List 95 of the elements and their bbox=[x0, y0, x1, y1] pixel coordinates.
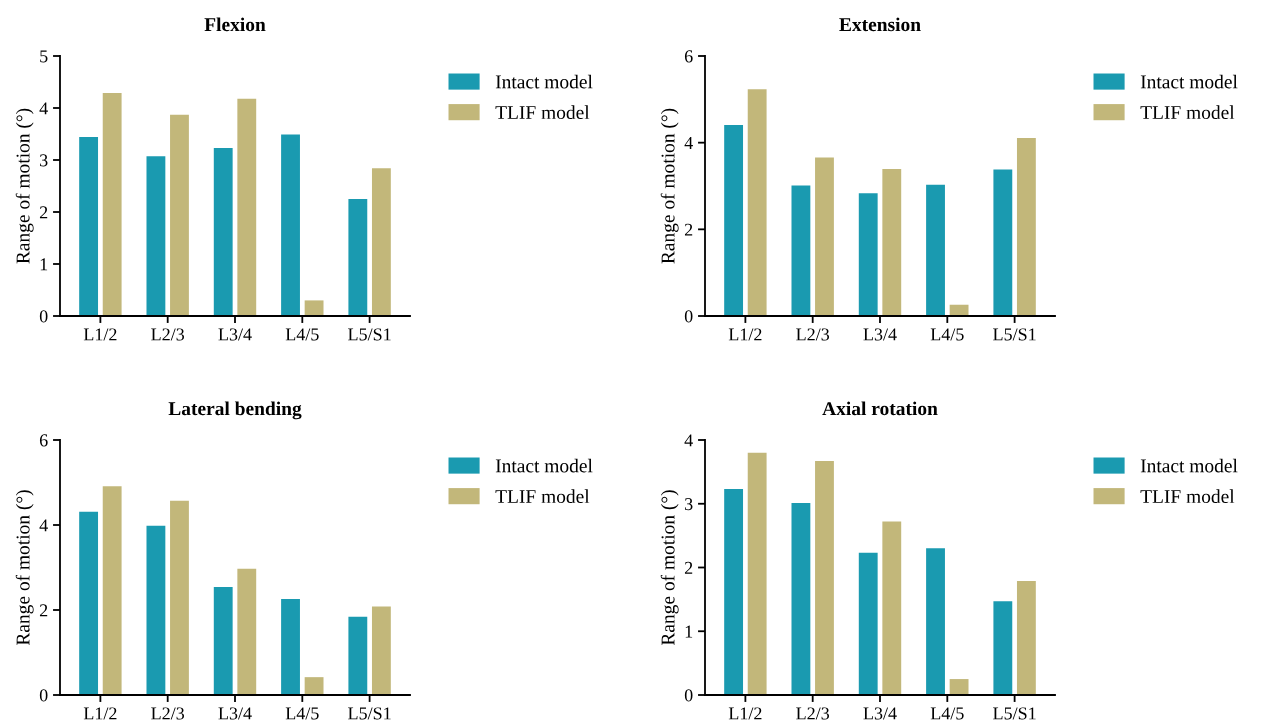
bar bbox=[348, 199, 368, 316]
y-axis-title: Range of motion (°) bbox=[15, 490, 34, 646]
bar bbox=[747, 452, 767, 695]
bar bbox=[1016, 580, 1036, 695]
bar bbox=[858, 552, 878, 695]
legend-label: Intact model bbox=[1140, 74, 1238, 89]
bar bbox=[791, 185, 811, 316]
x-tick-label: L5/S1 bbox=[993, 707, 1036, 720]
bar bbox=[724, 489, 744, 695]
y-tick-label: 2 bbox=[684, 223, 693, 236]
bar bbox=[815, 461, 834, 695]
bar bbox=[926, 548, 945, 695]
y-axis-title: Range of motion (°) bbox=[15, 108, 34, 264]
y-tick-label: 0 bbox=[39, 689, 48, 702]
bar bbox=[304, 300, 324, 316]
y-tick-label: 0 bbox=[39, 310, 48, 323]
bar bbox=[882, 521, 902, 695]
bar bbox=[371, 168, 391, 316]
y-tick-label: 2 bbox=[39, 206, 48, 219]
legend-label: TLIF model bbox=[1140, 489, 1235, 504]
bar bbox=[170, 500, 189, 695]
legend-label: Intact model bbox=[1140, 458, 1238, 473]
x-tick-label: L2/3 bbox=[796, 328, 830, 341]
x-tick-label: L2/3 bbox=[151, 328, 185, 341]
bar bbox=[747, 89, 767, 316]
y-tick-label: 2 bbox=[39, 604, 48, 617]
x-tick-label: L5/S1 bbox=[348, 707, 391, 720]
bar bbox=[1016, 137, 1036, 316]
chart-title: Axial rotation bbox=[822, 401, 938, 416]
bar bbox=[281, 598, 300, 695]
x-tick-label: L2/3 bbox=[151, 707, 185, 720]
bar bbox=[237, 98, 257, 316]
y-tick-label: 3 bbox=[685, 498, 693, 511]
x-tick-label: L3/4 bbox=[863, 707, 897, 720]
y-tick-label: 0 bbox=[684, 689, 693, 702]
legend-label: TLIF model bbox=[1140, 105, 1235, 120]
bar bbox=[213, 148, 233, 316]
legend-label: TLIF model bbox=[495, 105, 590, 120]
legend-label: Intact model bbox=[495, 458, 593, 473]
x-tick-label: L2/3 bbox=[796, 707, 830, 720]
x-tick-label: L5/S1 bbox=[348, 328, 391, 341]
bar bbox=[170, 114, 189, 316]
legend-label: Intact model bbox=[495, 74, 593, 89]
x-tick-label: L4/5 bbox=[930, 328, 964, 341]
bar bbox=[993, 601, 1013, 695]
bar bbox=[237, 568, 257, 695]
chart-title: Flexion bbox=[204, 17, 266, 32]
bar bbox=[815, 157, 834, 316]
y-tick-label: 6 bbox=[39, 434, 48, 447]
x-tick-label: L3/4 bbox=[218, 707, 252, 720]
bar bbox=[949, 679, 969, 695]
chart-title: Extension bbox=[839, 17, 921, 32]
x-tick-label: L4/5 bbox=[930, 707, 964, 720]
x-tick-label: L4/5 bbox=[285, 707, 319, 720]
bar bbox=[949, 304, 969, 316]
bar bbox=[79, 511, 99, 695]
x-tick-label: L4/5 bbox=[285, 328, 319, 341]
bar bbox=[882, 169, 902, 316]
bar bbox=[791, 503, 811, 695]
bar bbox=[926, 184, 945, 316]
x-tick-label: L3/4 bbox=[863, 328, 897, 341]
bar bbox=[858, 193, 878, 316]
bar bbox=[79, 137, 99, 316]
x-tick-label: L1/2 bbox=[83, 707, 117, 720]
bar bbox=[213, 587, 233, 695]
y-tick-label: 4 bbox=[684, 434, 693, 447]
bar bbox=[304, 677, 324, 695]
y-tick-label: 4 bbox=[684, 137, 693, 149]
y-tick-label: 5 bbox=[40, 50, 48, 63]
y-tick-label: 1 bbox=[40, 258, 48, 271]
legend-label: TLIF model bbox=[495, 489, 590, 504]
y-tick-label: 4 bbox=[39, 519, 48, 532]
y-axis-title: Range of motion (°) bbox=[660, 490, 679, 646]
y-tick-label: 0 bbox=[684, 310, 693, 323]
bar bbox=[993, 169, 1013, 316]
y-tick-label: 4 bbox=[39, 102, 48, 115]
bar bbox=[146, 156, 166, 316]
bar bbox=[281, 134, 300, 316]
y-tick-label: 3 bbox=[40, 154, 48, 167]
x-tick-label: L1/2 bbox=[728, 707, 762, 720]
bar bbox=[102, 92, 122, 316]
bar bbox=[371, 606, 391, 695]
bar bbox=[724, 124, 744, 316]
y-axis-title: Range of motion (°) bbox=[660, 108, 679, 264]
y-tick-label: 2 bbox=[684, 561, 693, 574]
y-tick-label: 1 bbox=[685, 625, 693, 638]
bar bbox=[146, 525, 166, 695]
bar bbox=[348, 616, 368, 695]
chart-title: Lateral bending bbox=[168, 401, 302, 420]
y-tick-label: 6 bbox=[684, 50, 693, 63]
x-tick-label: L1/2 bbox=[728, 328, 762, 341]
x-tick-label: L1/2 bbox=[83, 328, 117, 341]
x-tick-label: L3/4 bbox=[218, 328, 252, 341]
x-tick-label: L5/S1 bbox=[993, 328, 1036, 341]
bar bbox=[102, 486, 122, 695]
